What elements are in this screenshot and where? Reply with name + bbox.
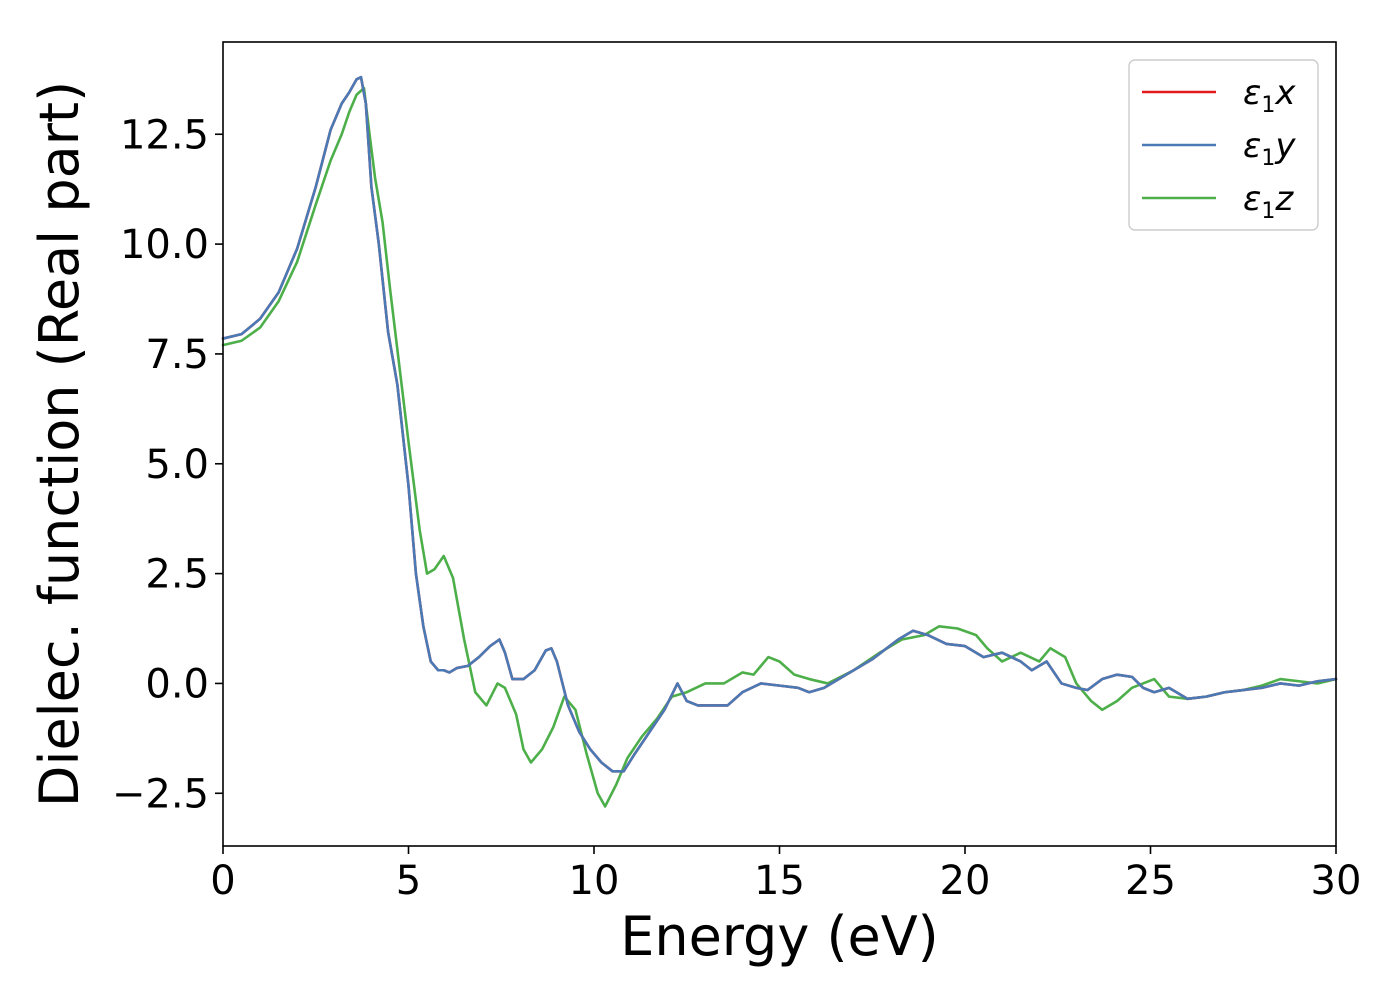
y-tick-label: −2.5 <box>112 771 209 817</box>
x-tick-label: 10 <box>569 858 620 904</box>
legend-subscript: 1 <box>1261 146 1275 171</box>
legend-variable: y <box>1274 126 1296 166</box>
legend-label-x: ε1x <box>1243 73 1296 118</box>
series-line-y <box>221 75 1338 773</box>
y-tick-label: 5.0 <box>145 442 209 488</box>
legend-symbol: ε <box>1243 73 1261 113</box>
legend-box <box>1128 59 1319 231</box>
x-tick-label: 15 <box>754 858 805 904</box>
y-tick-label: 2.5 <box>145 552 209 598</box>
x-tick-label: 25 <box>1125 858 1176 904</box>
legend-subscript: 1 <box>1261 93 1275 118</box>
y-tick-label: 10.0 <box>120 222 209 268</box>
x-axis: 0 5 10 15 20 25 30 <box>210 846 1361 904</box>
y-axis-label: Dielec. function (Real part) <box>28 81 91 807</box>
y-tick-label: 0.0 <box>145 661 209 707</box>
x-axis-label: Energy (eV) <box>620 905 939 968</box>
x-tick-label: 0 <box>210 858 235 904</box>
legend-symbol: ε <box>1243 126 1261 166</box>
legend-variable: z <box>1274 179 1294 219</box>
x-tick-label: 5 <box>396 858 421 904</box>
x-tick-label: 20 <box>940 858 991 904</box>
legend-symbol: ε <box>1243 179 1261 219</box>
legend-label-y: ε1y <box>1243 126 1296 171</box>
x-tick-label: 30 <box>1311 858 1362 904</box>
y-tick-label: 7.5 <box>145 332 209 378</box>
y-axis: −2.5 0.0 2.5 5.0 7.5 10.0 12.5 <box>112 112 223 817</box>
y-tick-label: 12.5 <box>120 112 209 158</box>
legend-subscript: 1 <box>1261 199 1275 224</box>
series-layer <box>221 75 1338 808</box>
legend-label-z: ε1z <box>1243 179 1294 224</box>
legend-variable: x <box>1274 73 1296 113</box>
